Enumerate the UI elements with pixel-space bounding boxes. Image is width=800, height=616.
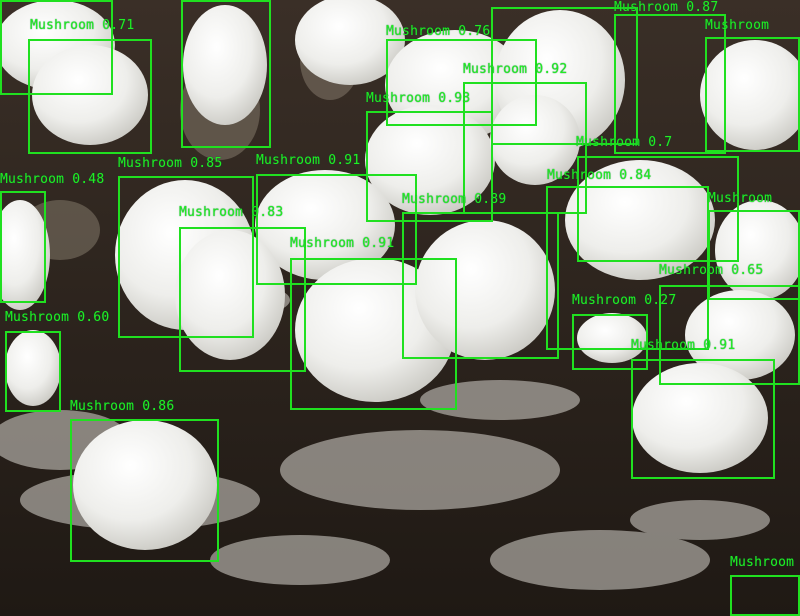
detection-box	[491, 7, 638, 145]
detection-box: Mushroom 0.7	[576, 135, 672, 150]
detection-box: Mushroom 0.85	[118, 156, 254, 338]
detection-box: Mushroom	[730, 555, 800, 616]
detection-box: Mushroom 0.91	[631, 338, 775, 479]
detection-label: Mushroom 0.71	[30, 18, 135, 33]
detection-label: Mushroom	[708, 191, 773, 206]
detection-box: Mushroom 0.60	[5, 310, 109, 412]
detection-box: Mushroom 0.92	[463, 62, 587, 214]
detection-box: Mushroom 0.89	[402, 192, 559, 359]
detection-label: Mushroom 0.76	[386, 24, 491, 39]
detection-label: Mushroom 0.91	[256, 153, 361, 168]
detection-label: Mushroom 0.84	[547, 168, 652, 183]
detection-box: Mushroom 0.91	[290, 236, 457, 410]
detection-label: Mushroom	[705, 18, 770, 33]
detection-box: Mushroom	[705, 18, 800, 152]
detection-box: Mushroom 0.87	[614, 0, 726, 154]
detection-label: Mushroom 0.7	[576, 135, 673, 150]
detection-box	[181, 0, 271, 148]
detection-box: Mushroom 0.93	[366, 91, 493, 222]
detection-box: Mushroom 0.71	[0, 0, 134, 95]
detection-label: Mushroom	[730, 555, 795, 570]
detection-label: Mushroom 0.89	[402, 192, 507, 207]
detection-label: Mushroom 0.91	[631, 338, 736, 353]
detection-box: Mushroom 0.91	[256, 153, 417, 285]
detection-label: Mushroom 0.83	[179, 205, 284, 220]
detection-box: Mushroom	[708, 191, 800, 300]
detection-box: Mushroom 0.27	[572, 293, 676, 370]
detection-label: Mushroom 0.27	[572, 293, 677, 308]
detection-box: Mushroom 0.83	[179, 205, 306, 372]
detection-label: Mushroom 0.86	[70, 399, 175, 414]
detection-box: Mushroom 0.84	[547, 156, 739, 262]
detection-label: Mushroom 0.87	[614, 0, 719, 15]
detection-label: Mushroom 0.91	[290, 236, 395, 251]
detection-box: Mushroom 0.48	[0, 172, 104, 303]
detection-label: Mushroom 0.60	[5, 310, 110, 325]
detection-label: Mushroom 0.92	[463, 62, 568, 77]
detection-label: Mushroom 0.85	[118, 156, 223, 171]
detection-label: Mushroom 0.65	[659, 263, 764, 278]
detection-label: Mushroom 0.48	[0, 172, 105, 187]
detection-box: Mushroom 0.86	[70, 399, 219, 562]
detection-box	[28, 39, 152, 154]
detection-label: Mushroom 0.93	[366, 91, 471, 106]
detection-box: Mushroom 0.65	[659, 263, 800, 385]
